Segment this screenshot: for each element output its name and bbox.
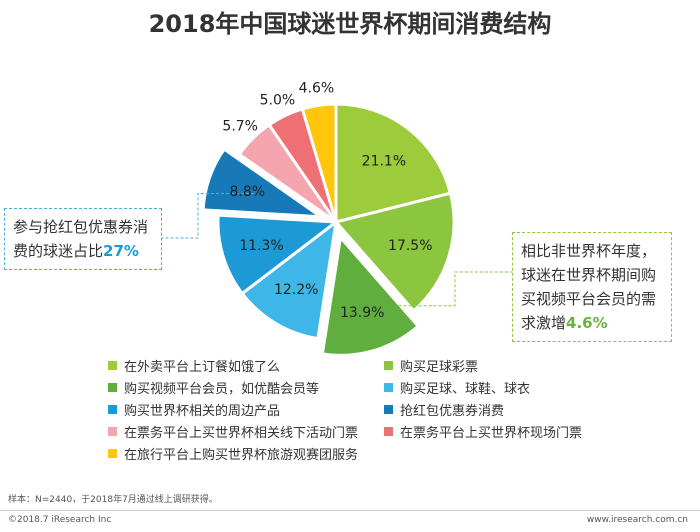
pie-slice [300,102,338,223]
slice-value-label: 4.6% [299,80,335,96]
slice-value-label: 17.5% [388,238,432,254]
legend-item: 购买视频平台会员，如优酷会员等 [108,379,384,397]
pie-slice [201,147,327,219]
footer-copyright: ©2018.7 iResearch Inc [8,515,112,525]
legend-swatch [384,383,393,392]
legend-label: 在票务平台上买世界杯相关线下活动门票 [124,426,359,441]
chart-title: 2018年中国球迷世界杯期间消费结构 [148,10,552,38]
pie-slice [320,233,421,357]
pie-slice [216,213,341,296]
legend-item: 在票务平台上买世界杯相关线下活动门票 [108,423,384,441]
slice-value-label: 5.7% [222,119,258,135]
slice-value-label: 13.9% [340,305,384,321]
legend-label: 购买世界杯相关的周边产品 [124,404,281,419]
slice-value-label: 11.3% [239,238,283,254]
callout-red-packet: 参与抢红包优惠券消费的球迷占比27% [4,208,162,270]
legend-item: 在旅行平台上购买世界杯旅游观赛团服务 [108,445,384,463]
callout-right-text: 相比非世界杯年度，球迷在世界杯期间购买视频平台会员的需求激增 [521,242,657,332]
legend-label: 在旅行平台上购买世界杯旅游观赛团服务 [124,448,359,463]
legend-swatch [384,361,393,370]
legend-swatch [108,405,117,414]
callout-left-value: 27% [103,242,139,260]
legend-swatch [384,405,393,414]
legend-label: 购买视频平台会员，如优酷会员等 [124,382,320,397]
legend-item: 购买足球、球鞋、球衣 [384,379,628,397]
sample-note: 样本：N=2440，于2018年7月通过线上调研获得。 [8,495,218,505]
legend: 在外卖平台上订餐如饿了么 购买足球彩票购买视频平台会员，如优酷会员等 购买足球、球鞋… [108,357,628,463]
legend-swatch [108,449,117,458]
legend-swatch [108,427,117,436]
slice-value-label: 21.1% [362,154,406,170]
legend-item: 购买世界杯相关的周边产品 [108,401,384,419]
legend-item: 购买足球彩票 [384,357,628,375]
legend-label: 在外卖平台上订餐如饿了么 [124,360,281,375]
callout-right-value: 4.6% [566,314,608,332]
pie-slice [334,102,453,224]
legend-swatch [108,361,117,370]
pie-slice [333,191,456,313]
legend-label: 在票务平台上买世界杯现场门票 [400,426,583,441]
footer-website: www.iresearch.com.cn [586,515,688,525]
slice-value-label: 12.2% [274,282,318,298]
callout-video-membership: 相比非世界杯年度，球迷在世界杯期间购买视频平台会员的需求激增4.6% [512,232,672,342]
pie-slice [240,218,339,341]
legend-label: 购买足球彩票 [400,360,479,375]
legend-item: 在外卖平台上订餐如饿了么 [108,357,384,375]
legend-swatch [384,427,393,436]
callout-left-text: 参与抢红包优惠券消费的球迷占比 [13,218,149,260]
callout-left-connector [162,193,254,239]
legend-item: 抢红包优惠券消费 [384,401,628,419]
legend-label: 抢红包优惠券消费 [400,404,505,419]
footer-divider [0,510,700,511]
legend-item: 在票务平台上买世界杯现场门票 [384,423,628,441]
slice-value-label: 8.8% [230,184,266,200]
legend-label: 购买足球、球鞋、球衣 [400,382,531,397]
legend-swatch [108,383,117,392]
slice-value-label: 5.0% [260,92,296,108]
